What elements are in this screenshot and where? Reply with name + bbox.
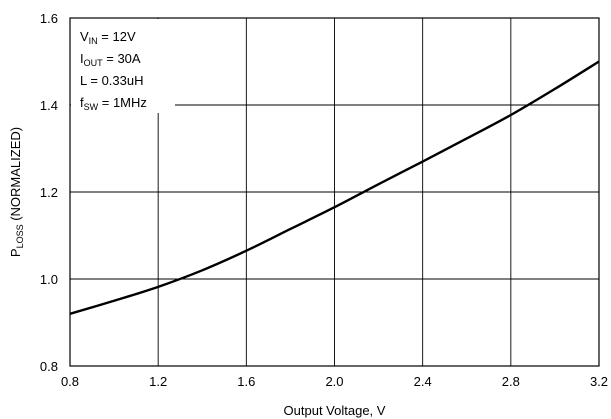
y-tick-label-3: 1.4 [40, 98, 58, 113]
annotation-rest-3: = 1MHz [98, 95, 147, 110]
annotation-main-1: I [80, 51, 84, 66]
x-tick-label-5: 2.8 [502, 374, 520, 389]
annotations: VIN = 12V IOUT = 30A L = 0.33uH fSW = 1MHz [80, 29, 147, 112]
series-line-0 [69, 60, 600, 315]
annotation-main-0: V [80, 29, 89, 44]
annotation-main-2: L = 0.33uH [80, 73, 143, 88]
annotation-line-1: IOUT = 30A [80, 51, 141, 68]
annotation-sub-0: IN [89, 36, 98, 46]
annotation-rest-0: = 12V [98, 29, 136, 44]
plot-frame [69, 17, 600, 367]
annotation-box [71, 19, 175, 113]
annotation-line-3: fSW = 1MHz [80, 95, 147, 112]
annotation-line-0: VIN = 12V [80, 29, 136, 46]
x-axis-label: Output Voltage, V [284, 403, 386, 418]
x-tick-label-3: 2.0 [325, 374, 343, 389]
x-tick-label-2: 1.6 [237, 374, 255, 389]
annotation-rest-1: = 30A [103, 51, 141, 66]
x-tick-label-6: 3.2 [590, 374, 608, 389]
y-axis-label: PLOSS (NORMALIZED) [8, 127, 25, 257]
x-tick-label-4: 2.4 [414, 374, 432, 389]
x-tick-label-0: 0.8 [61, 374, 79, 389]
y-tick-label-4: 1.6 [40, 11, 58, 26]
annotation-main-3: f [80, 95, 84, 110]
y-tick-label-1: 1.0 [40, 272, 58, 287]
annotation-line-2: L = 0.33uH [80, 73, 143, 88]
y-axis-label-main: P [8, 248, 23, 257]
y-tick-label-2: 1.2 [40, 185, 58, 200]
y-axis-label-sub: LOSS [15, 224, 25, 248]
x-tick-label-1: 1.2 [149, 374, 167, 389]
y-tick-label-0: 0.8 [40, 359, 58, 374]
x-tick-labels: 0.8 1.2 1.6 2.0 2.4 2.8 3.2 [61, 374, 608, 389]
annotation-sub-1: OUT [84, 58, 104, 68]
y-tick-labels: 0.8 1.0 1.2 1.4 1.6 [40, 11, 58, 374]
y-axis-label-rest: (NORMALIZED) [8, 127, 23, 225]
annotation-sub-3: SW [84, 102, 99, 112]
series-group [69, 60, 600, 315]
